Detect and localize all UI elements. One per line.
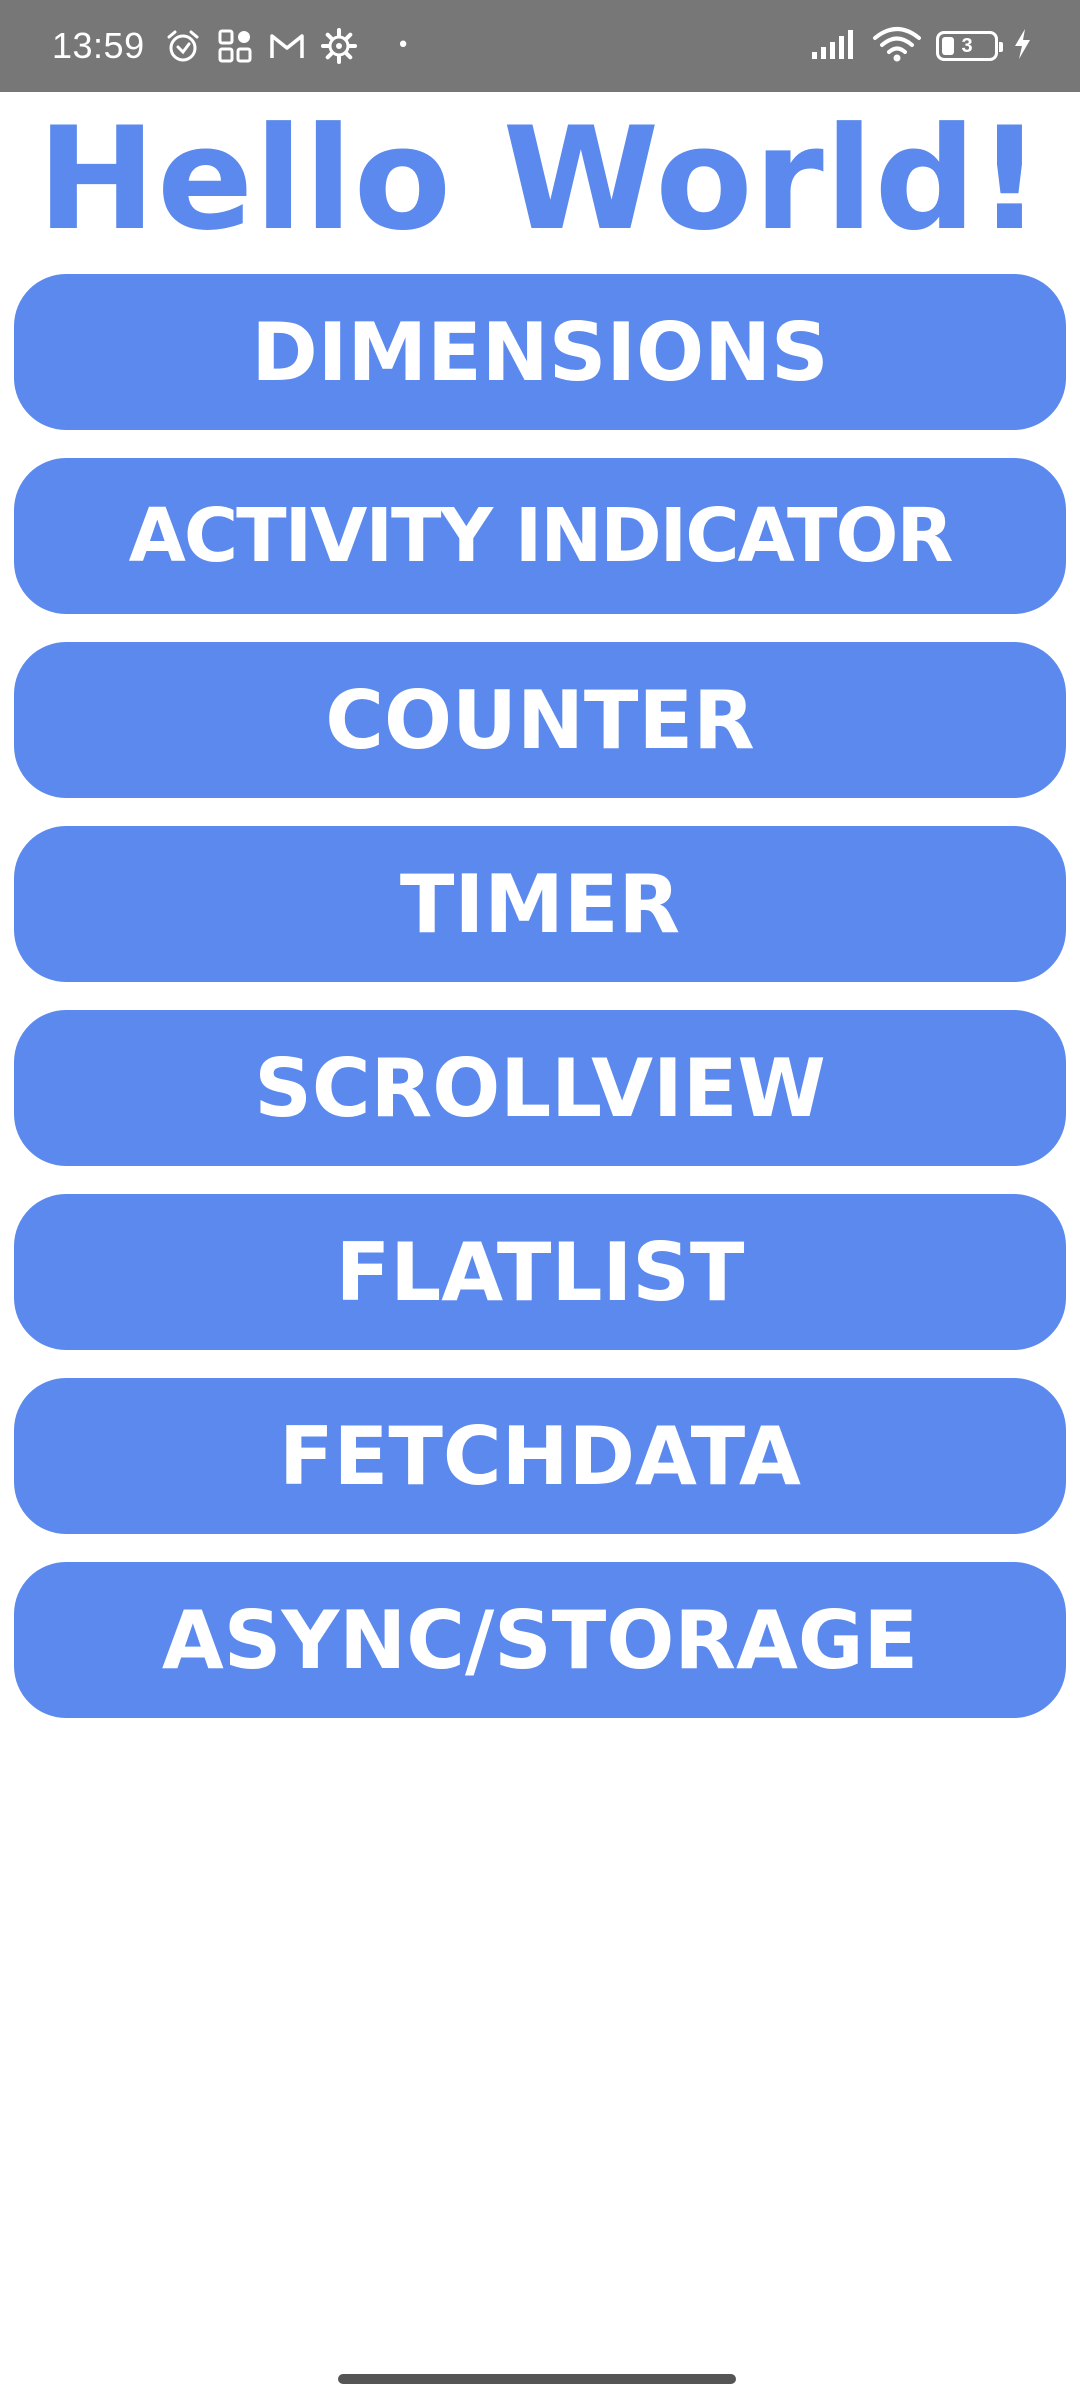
scrollview-button[interactable]: SCROLLVIEW	[14, 1010, 1066, 1166]
dimensions-button[interactable]: DIMENSIONS	[14, 274, 1066, 430]
gmail-icon	[267, 26, 307, 66]
counter-button[interactable]: COUNTER	[14, 642, 1066, 798]
async-storage-button[interactable]: ASYNC/STORAGE	[14, 1562, 1066, 1718]
fetchdata-button[interactable]: FETCHDATA	[14, 1378, 1066, 1534]
battery-fill	[942, 37, 954, 55]
status-left: 13:59	[52, 25, 410, 67]
battery-level: 3	[961, 34, 973, 57]
wifi-icon	[872, 26, 922, 66]
alarm-icon	[163, 26, 203, 66]
home-indicator[interactable]	[338, 2374, 736, 2384]
settings-gear-icon	[319, 26, 359, 66]
apps-grid-icon	[215, 26, 255, 66]
signal-bars-icon	[810, 28, 858, 64]
activity-indicator-button[interactable]: ACTIVITY INDICATOR	[14, 458, 1066, 614]
button-list: DIMENSIONS ACTIVITY INDICATOR COUNTER TI…	[14, 274, 1066, 1746]
charging-bolt-icon	[1012, 28, 1032, 64]
status-right: 3	[810, 26, 1032, 66]
status-time: 13:59	[52, 25, 145, 66]
status-bar: 13:59	[0, 0, 1080, 92]
timer-button[interactable]: TIMER	[14, 826, 1066, 982]
battery-icon: 3	[936, 31, 1003, 61]
notification-dot-icon: •	[396, 33, 410, 58]
flatlist-button[interactable]: FLATLIST	[14, 1194, 1066, 1350]
page-title: Hello World!	[37, 97, 1043, 262]
